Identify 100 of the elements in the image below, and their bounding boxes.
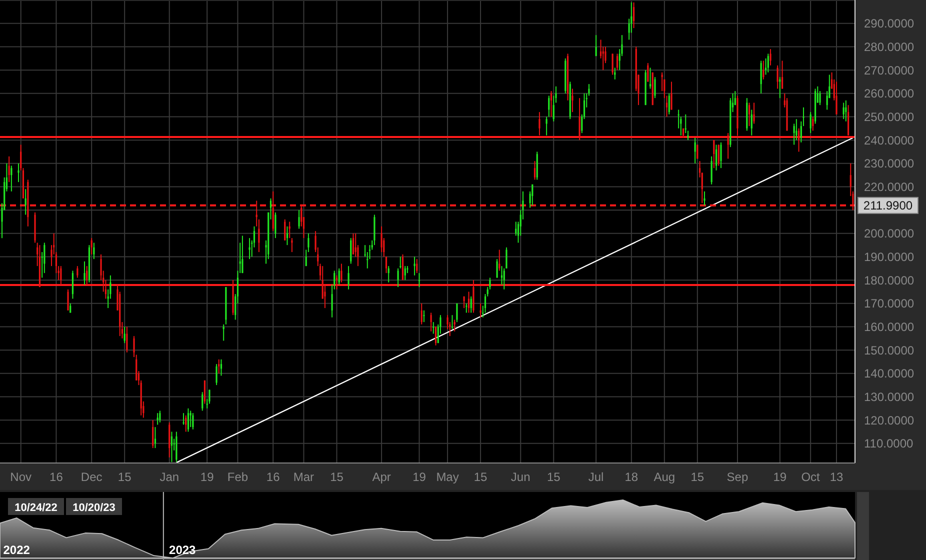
candlestick	[286, 226, 288, 246]
candlestick	[222, 324, 224, 342]
y-tick-label: 200.0000	[864, 226, 914, 241]
x-tick-label: 19	[200, 470, 214, 484]
candlestick	[776, 64, 778, 90]
candlestick	[798, 128, 800, 152]
candlestick	[274, 212, 276, 239]
x-tick-label: Feb	[227, 470, 248, 484]
x-tick-label: Nov	[10, 470, 32, 484]
candlestick	[503, 268, 505, 290]
y-tick-label: 130.0000	[864, 390, 914, 404]
y-tick-label: 170.0000	[864, 296, 914, 311]
candlestick	[845, 100, 847, 122]
x-tick-label: Apr	[372, 470, 391, 484]
candlestick	[480, 302, 482, 318]
candlestick	[76, 266, 78, 278]
candlestick	[185, 414, 187, 432]
candlestick	[284, 218, 286, 241]
annotation: 10/20/23	[72, 502, 116, 514]
candlestick	[534, 160, 536, 180]
candlestick	[546, 116, 548, 136]
x-tick-label: Sep	[726, 470, 748, 484]
candlestick	[718, 144, 720, 166]
candlestick	[498, 249, 500, 272]
x-tick-label: 2022	[3, 543, 30, 557]
y-tick-label: 160.0000	[864, 320, 914, 334]
candlestick	[647, 62, 649, 82]
candlestick	[661, 72, 663, 92]
candlestick	[770, 48, 772, 66]
candlestick	[836, 81, 838, 115]
candlestick	[762, 60, 764, 80]
candlestick	[190, 410, 192, 428]
candlestick	[90, 238, 92, 255]
candlestick	[704, 190, 706, 206]
candlestick	[781, 60, 784, 90]
candlestick	[400, 256, 402, 269]
candlestick	[60, 266, 62, 286]
candlestick	[124, 326, 126, 344]
candlestick	[242, 235, 244, 274]
candlestick	[694, 137, 696, 164]
x-tick-label: 19	[412, 470, 426, 484]
candlestick	[654, 76, 656, 99]
x-tick-label: 2023	[169, 543, 196, 557]
candlestick	[308, 232, 310, 253]
y-tick-label: 150.0000	[864, 343, 914, 358]
y-tick-label: 240.0000	[864, 133, 914, 148]
candlestick	[67, 288, 69, 311]
x-tick-label: 15	[474, 470, 488, 484]
x-tick-label: 15	[690, 470, 704, 484]
candlestick	[385, 256, 388, 274]
candlestick	[397, 268, 399, 288]
candlestick	[496, 258, 498, 278]
candlestick	[218, 358, 220, 374]
y-tick-label: 290.0000	[864, 16, 914, 31]
candlestick	[572, 88, 574, 113]
y-tick-label: 230.0000	[864, 156, 914, 171]
candlestick	[470, 296, 472, 314]
candlestick	[420, 302, 422, 325]
x-tick-label: 15	[118, 470, 132, 484]
x-tick-label: Mar	[293, 470, 314, 484]
candlestick	[416, 258, 418, 274]
candlestick	[216, 364, 218, 386]
candlestick	[187, 408, 190, 432]
candlestick	[423, 310, 425, 323]
candlestick	[24, 188, 26, 216]
candlestick	[764, 58, 767, 76]
candlestick	[666, 95, 668, 118]
candlestick	[696, 144, 698, 160]
candlestick	[456, 302, 458, 323]
candlestick	[152, 420, 154, 449]
x-tick-label: 18	[624, 470, 638, 484]
candlestick	[18, 162, 20, 183]
x-tick-label: 15	[546, 470, 561, 484]
candlestick	[340, 263, 342, 283]
candlestick	[93, 242, 95, 260]
y-tick-label: 260.0000	[864, 86, 914, 101]
candlestick	[810, 112, 812, 134]
candlestick	[713, 140, 715, 169]
candlestick	[350, 238, 352, 264]
candlestick	[767, 53, 769, 73]
candlestick	[819, 90, 821, 106]
candlestick	[536, 151, 538, 180]
x-tick-label: 13	[830, 470, 844, 484]
candlestick	[272, 190, 274, 232]
candlestick	[156, 412, 158, 426]
candlestick	[632, 2, 635, 29]
candlestick	[432, 322, 434, 334]
x-tick-label: Oct	[801, 470, 821, 484]
ref-line-label: 211.9900	[863, 198, 913, 213]
y-tick-label: 220.0000	[864, 180, 914, 194]
candlestick	[753, 102, 755, 124]
candlestick	[793, 123, 795, 146]
candlestick	[434, 326, 437, 346]
candlestick	[10, 165, 12, 192]
candlestick	[720, 142, 722, 169]
candlestick	[374, 214, 376, 246]
candlestick	[154, 426, 156, 449]
x-tick-label: 19	[773, 470, 787, 484]
x-tick-label: Aug	[654, 470, 676, 484]
candlestick	[300, 204, 302, 227]
